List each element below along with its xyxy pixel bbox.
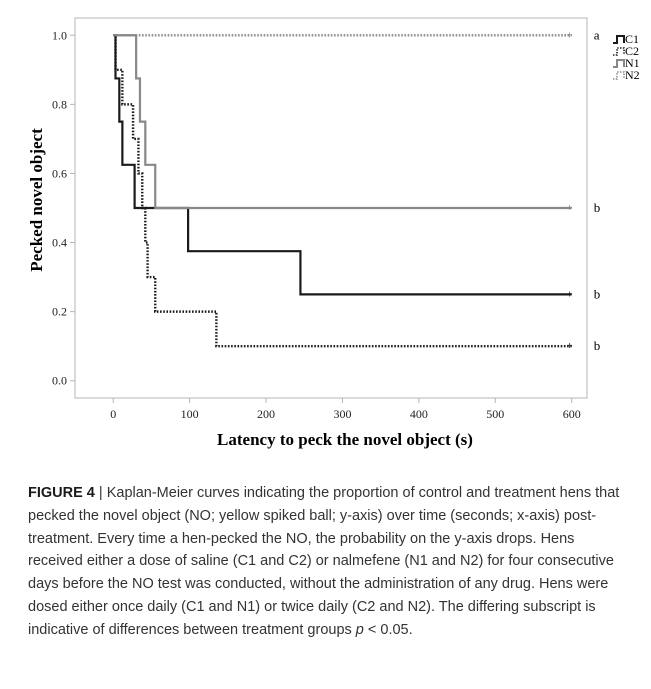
survival-curve-c2 <box>113 34 572 348</box>
legend-swatch-c1 <box>613 35 625 44</box>
x-tick-label: 500 <box>486 407 504 421</box>
x-axis-label: Latency to peck the novel object (s) <box>217 430 473 449</box>
x-tick-label: 400 <box>410 407 428 421</box>
significance-letter-n2: a <box>594 27 600 42</box>
legend-swatch-c2 <box>613 47 625 56</box>
figure-caption: FIGURE 4 | Kaplan-Meier curves indicatin… <box>14 472 637 684</box>
y-axis-label: Pecked novel object <box>27 128 46 272</box>
significance-letter-c1: b <box>594 286 601 301</box>
y-tick-label: 0.0 <box>52 374 67 388</box>
chart-container: 0 100 200 300 400 500 600 0.0 0.2 0.4 0.6 0.8 1.0 + b… <box>27 17 640 449</box>
legend-label-c1: C1 <box>625 32 639 46</box>
caption-separator: | <box>94 485 107 501</box>
y-tick-label: 0.2 <box>52 305 67 319</box>
significance-letter-n1: b <box>594 200 601 215</box>
censor-mark-n1: + <box>567 203 573 214</box>
x-tick-label: 600 <box>563 407 581 421</box>
y-tick-label: 0.4 <box>52 236 67 250</box>
caption-text-end: < 0.05. <box>363 621 413 638</box>
plot-area-frame <box>74 17 588 399</box>
survival-curve-c1 <box>113 34 572 296</box>
legend-swatch-n1 <box>613 59 625 68</box>
caption-label: FIGURE 4 <box>28 485 95 501</box>
legend-label-n1: N1 <box>625 56 640 70</box>
survival-curve-n1 <box>113 34 572 210</box>
y-tick-label: 1.0 <box>52 28 67 42</box>
x-tick-label: 200 <box>257 407 275 421</box>
caption-text: Kaplan-Meier curves indicating the propo… <box>28 485 620 638</box>
legend-swatch-n2 <box>613 71 625 80</box>
legend-label-n2: N2 <box>625 68 640 82</box>
x-tick-label: 0 <box>110 407 116 421</box>
x-tick-label: 100 <box>181 407 199 421</box>
kaplan-meier-chart: 0 100 200 300 400 500 600 0.0 0.2 0.4 0.6 0.8 1.0 + b… <box>27 17 640 449</box>
y-tick-label: 0.8 <box>52 97 67 111</box>
caption-p-symbol: p <box>355 621 364 638</box>
series-layer: + b + b + b + a <box>113 27 600 353</box>
censor-mark-n2: + <box>567 30 573 41</box>
legend-label-c2: C2 <box>625 44 639 58</box>
significance-letter-c2: b <box>594 338 601 353</box>
censor-mark-c1: + <box>567 289 573 300</box>
x-tick-label: 300 <box>333 407 351 421</box>
censor-mark-c2: + <box>567 341 573 352</box>
axes-layer: 0 100 200 300 400 500 600 0.0 0.2 0.4 0.6 0.8 1.0 <box>52 17 588 421</box>
y-tick-label: 0.6 <box>52 166 67 180</box>
